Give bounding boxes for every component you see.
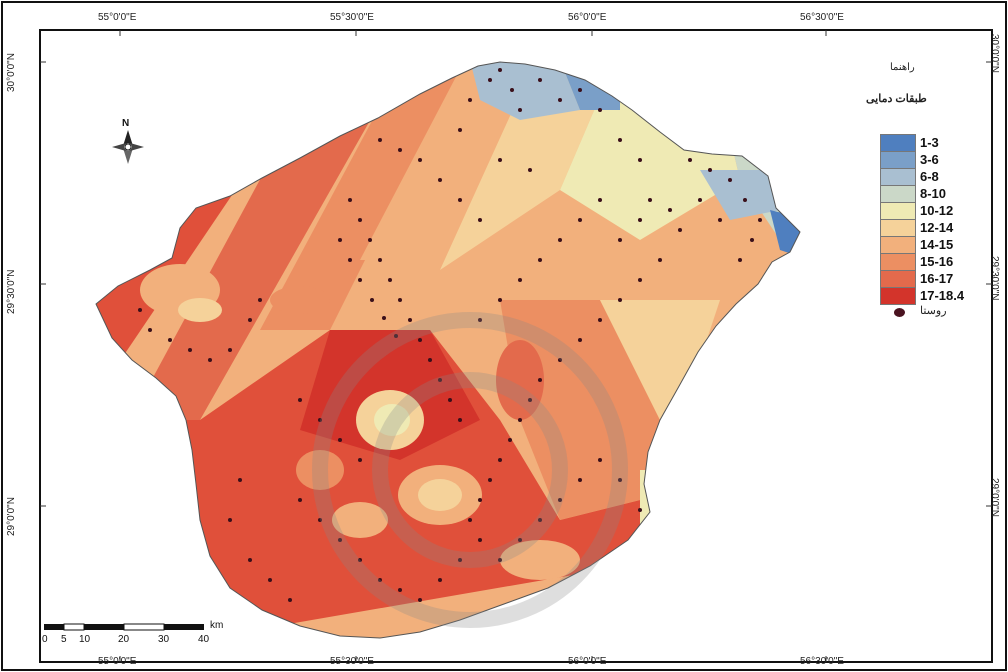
scale-label-5: 5 — [61, 634, 67, 645]
legend-item: 8-10 — [880, 185, 1000, 207]
compass-icon — [112, 130, 144, 164]
legend-item-label: 16-17 — [920, 271, 954, 286]
temperature-zones — [96, 62, 800, 638]
legend-swatch — [880, 287, 916, 305]
watermark-logo — [312, 312, 628, 628]
left-tick-3: 29°0'0"N — [6, 497, 17, 536]
legend-item-label: 1-3 — [920, 135, 939, 150]
legend-swatch — [880, 185, 916, 203]
village-points — [138, 68, 762, 602]
legend-item-label: 3-6 — [920, 152, 939, 167]
legend-item-label: 14-15 — [920, 237, 954, 252]
north-arrow: N — [108, 118, 148, 168]
right-tick-1: 30°0'0"N — [989, 34, 1000, 73]
scale-label-20: 20 — [118, 634, 130, 645]
bottom-tick-2: 55°30'0"E — [330, 656, 374, 667]
study-area-boundary — [95, 61, 801, 639]
bottom-tick-1: 55°0'0"E — [98, 656, 137, 667]
legend-swatch — [880, 270, 916, 288]
top-tick-3: 56°0'0"E — [568, 12, 607, 23]
top-tick-2: 55°30'0"E — [330, 12, 374, 23]
north-label: N — [122, 118, 130, 129]
legend-item-label: 10-12 — [920, 203, 954, 218]
scale-bar-graphic — [44, 623, 204, 631]
legend-item-label: 6-8 — [920, 169, 939, 184]
legend-item: 3-6 — [880, 151, 1000, 173]
left-tick-2: 29°30'0"N — [6, 269, 17, 315]
legend-swatch — [880, 134, 916, 152]
legend-swatch — [880, 151, 916, 169]
village-symbol-icon — [894, 308, 905, 317]
legend-swatch — [880, 219, 916, 237]
legend-village-label: روستا — [920, 305, 947, 317]
scale-unit: km — [210, 620, 224, 631]
legend-item: 1-3 — [880, 134, 1000, 156]
top-tick-4: 56°30'0"E — [800, 12, 844, 23]
legend-item-label: 17-18.4 — [920, 288, 965, 303]
legend-village: روستا — [880, 304, 1000, 322]
legend-item-label: 15-16 — [920, 254, 954, 269]
scale-label-30: 30 — [158, 634, 170, 645]
legend-swatch — [880, 236, 916, 254]
scale-label-40: 40 — [198, 634, 210, 645]
legend-title: راهنما — [890, 62, 915, 73]
legend-item: 10-12 — [880, 202, 1000, 224]
legend-item: 12-14 — [880, 219, 1000, 241]
scale-bar: km 0 5 10 20 30 40 — [42, 620, 254, 650]
right-tick-3: 29°0'0"N — [989, 478, 1000, 517]
legend-swatch — [880, 168, 916, 186]
legend-item-label: 12-14 — [920, 220, 954, 235]
left-tick-1: 30°0'0"N — [6, 53, 17, 92]
legend-subtitle: طبقات دمایی — [866, 93, 927, 105]
legend-item: 17-18.4 — [880, 287, 1000, 309]
bottom-tick-3: 56°0'0"E — [568, 656, 607, 667]
scale-label-10: 10 — [79, 634, 91, 645]
legend-item-label: 8-10 — [920, 186, 947, 201]
bottom-tick-4: 56°30'0"E — [800, 656, 844, 667]
legend-swatch — [880, 253, 916, 271]
top-tick-1: 55°0'0"E — [98, 12, 137, 23]
legend-swatch — [880, 202, 916, 220]
scale-label-0: 0 — [42, 634, 48, 645]
